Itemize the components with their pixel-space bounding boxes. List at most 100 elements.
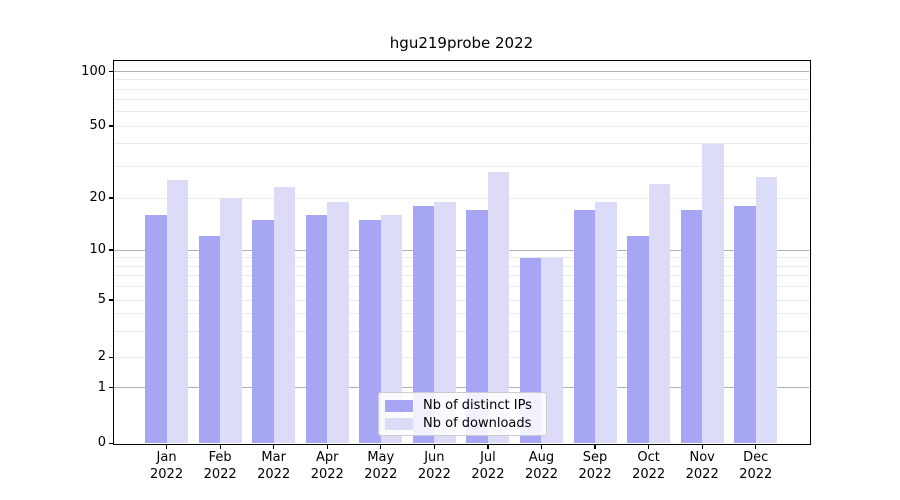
legend: Nb of distinct IPs Nb of downloads [378,392,547,436]
y-tick-label: 100 [81,63,106,79]
gridline-major [113,387,810,389]
gridline-minor [113,111,810,113]
x-label-month: Jul [480,450,496,466]
x-tick [487,444,489,449]
x-label-year: 2022 [685,467,719,483]
gridline-minor [113,286,810,288]
gridline-minor [113,257,810,259]
bar-distinct-ips [680,210,703,444]
legend-swatch-downloads [385,418,413,430]
x-label-year: 2022 [150,467,184,483]
gridline-minor [113,331,810,333]
legend-label: Nb of downloads [423,416,532,431]
y-tick [108,197,113,199]
x-tick [326,444,328,449]
gridline-minor [113,275,810,277]
x-tick [219,444,221,449]
bar-distinct-ips [412,205,435,444]
bar-downloads [220,198,242,444]
x-tick [648,444,650,449]
legend-swatch-distinct-ips [385,400,413,412]
x-label-month: Apr [315,450,339,466]
y-tick [108,249,113,251]
bar-downloads [702,143,724,444]
gridline-minor [113,165,810,167]
x-label-year: 2022 [364,467,398,483]
x-tick-label: Aug 2022 [511,449,571,483]
y-tick [108,442,113,444]
gridline-minor [113,197,810,199]
bar-downloads [327,201,349,444]
chart-title: hgu219probe 2022 [389,34,534,52]
y-tick-label: 2 [97,349,106,365]
legend-item: Nb of downloads [385,415,546,433]
gridline-major [113,71,810,72]
bar-downloads [434,201,456,444]
gridline-minor [113,143,810,145]
bar-distinct-ips [359,219,381,444]
bar-distinct-ips [573,210,596,444]
x-label-month: Aug [528,450,555,466]
x-label-month: Oct [637,450,660,466]
gridline-minor [113,79,810,81]
x-label-month: Nov [689,450,715,466]
y-tick-label: 1 [97,379,106,395]
x-tick [701,444,703,449]
x-tick-label: Apr 2022 [297,449,357,483]
x-tick [433,444,435,449]
x-tick [540,444,543,449]
x-label-year: 2022 [417,467,451,483]
gridline-minor [113,299,810,301]
x-label-month: Jun [424,450,445,466]
x-tick [380,444,382,449]
bar-downloads [755,177,778,444]
bar-distinct-ips [466,210,488,444]
x-label-year: 2022 [257,467,291,483]
bar-distinct-ips [627,236,649,444]
x-label-year: 2022 [524,467,559,483]
bar-downloads [648,183,671,444]
x-label-month: May [367,450,395,466]
x-tick-label: May 2022 [351,449,411,483]
x-tick-label: Jul 2022 [458,449,518,483]
gridline-minor [113,99,810,101]
x-label-month: Jan [156,450,177,466]
x-label-month: Feb [208,450,232,466]
gridline-minor [113,125,810,127]
x-label-year: 2022 [578,467,612,483]
gridline-minor [113,313,810,315]
x-tick [594,444,596,449]
y-tick [108,125,113,127]
x-label-year: 2022 [471,467,505,483]
y-tick [108,299,113,301]
bar-downloads [273,187,296,444]
bar-distinct-ips [252,219,274,444]
bar-downloads [380,214,403,444]
x-label-year: 2022 [203,467,237,483]
gridline-minor [113,356,810,358]
x-label-year: 2022 [310,467,344,483]
legend-item: Nb of distinct IPs [385,397,546,415]
y-tick-label: 50 [89,118,106,133]
y-tick [108,387,113,389]
y-tick [108,70,113,73]
x-tick-label: Jan 2022 [137,449,197,483]
y-tick-label: 5 [97,292,106,307]
x-label-month: Sep [582,450,608,466]
x-tick [755,444,757,449]
x-tick [273,444,275,449]
gridline-minor [113,88,810,90]
bar-downloads [166,180,189,444]
x-tick-label: Jun 2022 [404,449,464,483]
y-tick [108,356,113,358]
x-tick-label: Mar 2022 [244,449,304,483]
x-tick-label: Oct 2022 [619,449,679,483]
gridline-major [113,249,810,251]
x-label-year: 2022 [739,467,773,483]
x-label-month: Dec [743,450,769,466]
y-tick-label: 20 [89,190,106,205]
bar-distinct-ips [305,214,328,444]
x-label-month: Mar [261,450,286,466]
x-tick-label: Sep 2022 [565,449,625,483]
y-tick-label: 0 [97,435,106,451]
